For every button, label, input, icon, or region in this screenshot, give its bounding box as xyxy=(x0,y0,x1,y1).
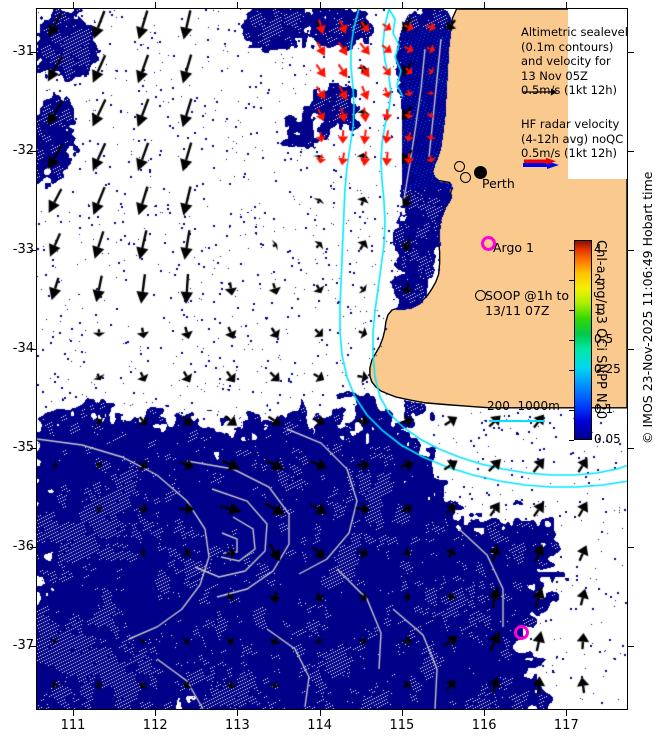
x-axis-label: 113 xyxy=(225,718,250,733)
perth-label: Perth xyxy=(482,176,515,191)
x-axis-label: 111 xyxy=(60,718,86,733)
hf-arrow-legend-icon xyxy=(523,157,559,169)
x-axis-tick xyxy=(484,710,486,716)
y-axis-tick-right xyxy=(628,546,634,548)
argo-float-2-ring xyxy=(514,625,529,640)
bathymetry-scale-line xyxy=(489,420,545,422)
soop-vessel-ring xyxy=(475,290,486,301)
velocity-vector-field xyxy=(37,9,627,709)
x-axis-tick-top xyxy=(237,2,239,8)
colorbar-tick-label: 4 xyxy=(594,241,602,256)
hf-radar-station-icon xyxy=(460,172,471,183)
colorbar-tick-label: 0.25 xyxy=(594,362,621,377)
colorbar-tick xyxy=(569,440,574,441)
colorbar: 4 2 1 0.5 0.25 0.1 0.05 xyxy=(569,240,621,446)
y-axis-tick xyxy=(30,349,36,351)
x-axis-tick-top xyxy=(73,2,74,8)
perth-city-dot xyxy=(474,166,487,179)
x-axis-tick-top xyxy=(484,2,486,8)
colorbar-gradient xyxy=(574,240,592,440)
alt-arrow-legend-icon xyxy=(523,88,557,96)
colorbar-tick xyxy=(569,409,574,411)
y-axis-tick-right xyxy=(628,447,634,449)
x-axis-tick xyxy=(401,710,403,716)
colorbar-tick-label: 0.5 xyxy=(594,332,614,346)
x-axis-tick xyxy=(155,710,157,716)
legend-panel-background xyxy=(568,9,627,179)
argo-float-1-ring xyxy=(481,236,496,251)
y-axis-tick xyxy=(30,151,36,153)
colorbar-tick xyxy=(569,309,574,311)
colorbar-title: Chl-a mg/m3 OCi SNPP N20 xyxy=(593,240,608,420)
map-clip: Perth Argo 1 SOOP @1h to 13/11 07Z 200 1… xyxy=(37,9,627,709)
copyright-notice: © IMOS 23-Nov-2025 11:06:49 Hobart time xyxy=(640,171,655,444)
soop-label: SOOP @1h to 13/11 07Z xyxy=(485,288,570,318)
map-plot-frame: Perth Argo 1 SOOP @1h to 13/11 07Z 200 1… xyxy=(36,8,628,710)
hf-radar-station-icon xyxy=(454,161,465,172)
x-axis-label: 117 xyxy=(553,718,579,733)
hf-radar-legend-text: HF radar velocity (4-12h avg) noQC 0.5m/… xyxy=(521,117,624,161)
y-axis-tick xyxy=(30,52,36,54)
y-axis-tick xyxy=(30,447,36,449)
x-axis-tick xyxy=(237,710,239,716)
x-axis-label: 115 xyxy=(389,718,415,733)
x-axis-tick-top xyxy=(319,2,321,8)
colorbar-tick xyxy=(569,340,574,341)
y-axis-tick xyxy=(30,645,36,647)
x-axis-label: 116 xyxy=(471,718,497,733)
y-axis-label: -33 xyxy=(12,242,34,258)
x-axis-tick-top xyxy=(566,2,568,8)
x-axis-label: 114 xyxy=(307,718,333,733)
x-axis-tick xyxy=(319,710,321,716)
y-axis-tick xyxy=(30,250,36,252)
colorbar-tick xyxy=(569,279,574,281)
y-axis-tick-right xyxy=(628,151,634,153)
y-axis-label: -35 xyxy=(12,439,34,455)
colorbar-tick-label: 1 xyxy=(594,301,602,316)
colorbar-tick-label: 0.05 xyxy=(594,432,621,446)
colorbar-tick-label: 2 xyxy=(594,271,602,286)
y-axis-label: -37 xyxy=(12,637,34,653)
x-axis-tick-top xyxy=(155,2,157,8)
x-axis-tick-top xyxy=(401,2,403,8)
x-axis-label: 112 xyxy=(142,718,168,733)
colorbar-tick-label: 0.1 xyxy=(594,401,614,416)
x-axis-tick xyxy=(73,710,74,716)
argo-label: Argo 1 xyxy=(493,240,534,255)
altimetric-legend-text: Altimetric sealevel (0.1m contours) and … xyxy=(521,25,627,98)
x-axis-tick xyxy=(566,710,568,716)
y-axis-tick-right xyxy=(628,52,634,54)
y-axis-tick-right xyxy=(628,250,634,252)
y-axis-label: -32 xyxy=(12,143,34,159)
y-axis-label: -34 xyxy=(12,341,34,357)
bathymetry-legend-label: 200 1000m xyxy=(487,399,560,413)
y-axis-tick-right xyxy=(628,349,634,351)
y-axis-label: -36 xyxy=(12,538,34,554)
y-axis-tick-right xyxy=(628,645,634,647)
colorbar-tick xyxy=(569,249,574,251)
colorbar-tick xyxy=(569,370,574,372)
y-axis-label: -31 xyxy=(12,44,34,60)
y-axis-tick xyxy=(30,546,36,548)
